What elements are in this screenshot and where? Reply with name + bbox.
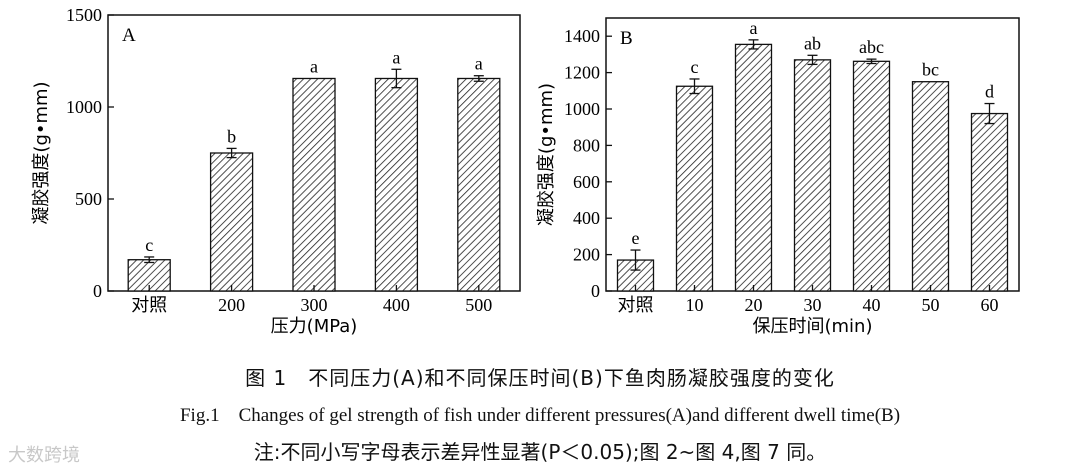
y-tick-label: 800 [573, 135, 600, 155]
y-tick-label: 500 [75, 189, 102, 209]
x-tick-label: 300 [301, 295, 328, 315]
bar [209, 152, 254, 292]
significance-letter: c [691, 57, 699, 77]
x-tick-label: 20 [745, 295, 763, 315]
x-tick-label: 60 [981, 295, 999, 315]
bar [374, 77, 419, 292]
y-tick-label: 600 [573, 172, 600, 192]
significance-letter: b [227, 126, 236, 146]
significance-letter: a [475, 54, 483, 74]
caption-english: Fig.1 Changes of gel strength of fish un… [179, 405, 901, 426]
x-tick-label: 50 [922, 295, 940, 315]
y-tick-label: 1200 [564, 63, 600, 83]
bar [734, 43, 773, 292]
x-axis-title: 保压时间(min) [753, 316, 873, 337]
bar [675, 85, 714, 292]
significance-letter: c [145, 235, 153, 255]
bar [852, 60, 891, 292]
x-tick-label: 对照 [131, 295, 167, 316]
bar [292, 77, 336, 292]
y-axis-title: 凝胶强度(g•mm) [536, 83, 557, 226]
significance-letter: bc [922, 60, 939, 80]
y-tick-label: 0 [93, 281, 102, 301]
x-tick-label: 对照 [618, 295, 654, 316]
significance-letter: d [985, 82, 994, 102]
significance-letter: ab [804, 33, 821, 53]
panel-b: 0 200 400 600 800 1000 1200 1400 e 对照 c 10 a 20 ab 30 ab… [536, 17, 1020, 337]
bar [911, 81, 950, 292]
x-axis-title: 压力(MPa) [271, 316, 358, 337]
y-tick-label: 1000 [66, 97, 102, 117]
bar [793, 59, 832, 292]
x-tick-label: 200 [218, 295, 245, 315]
y-tick-label: 200 [573, 245, 600, 265]
panel-a: 0 500 1000 1500 c 对照 b 200 a 300 a 400 a 500 A 压力(MPa) 凝… [31, 5, 521, 337]
bar [457, 77, 501, 292]
x-tick-label: 30 [804, 295, 822, 315]
significance-letter: a [750, 18, 758, 38]
significance-letter: a [310, 56, 318, 76]
x-tick-label: 40 [863, 295, 881, 315]
watermark: 大数跨境 [8, 445, 80, 466]
x-tick-label: 500 [465, 295, 492, 315]
significance-letter: a [392, 47, 400, 67]
significance-letter: e [632, 228, 640, 248]
panel-label: A [122, 25, 136, 46]
y-tick-label: 1400 [564, 26, 600, 46]
caption-chinese: 图 1 不同压力(A)和不同保压时间(B)下鱼肉肠凝胶强度的变化 [245, 366, 835, 390]
bar [970, 112, 1009, 292]
x-tick-label: 10 [686, 295, 704, 315]
y-tick-label: 0 [591, 281, 600, 301]
y-axis-title: 凝胶强度(g•mm) [31, 81, 52, 224]
y-tick-label: 1500 [66, 5, 102, 25]
significance-letter: abc [859, 37, 884, 57]
y-tick-label: 400 [573, 208, 600, 228]
panel-label: B [620, 28, 633, 49]
x-tick-label: 400 [383, 295, 410, 315]
caption-note: 注:不同小写字母表示差异性显著(P＜0.05);图 2~图 4,图 7 同。 [253, 440, 827, 464]
y-tick-label: 1000 [564, 99, 600, 119]
